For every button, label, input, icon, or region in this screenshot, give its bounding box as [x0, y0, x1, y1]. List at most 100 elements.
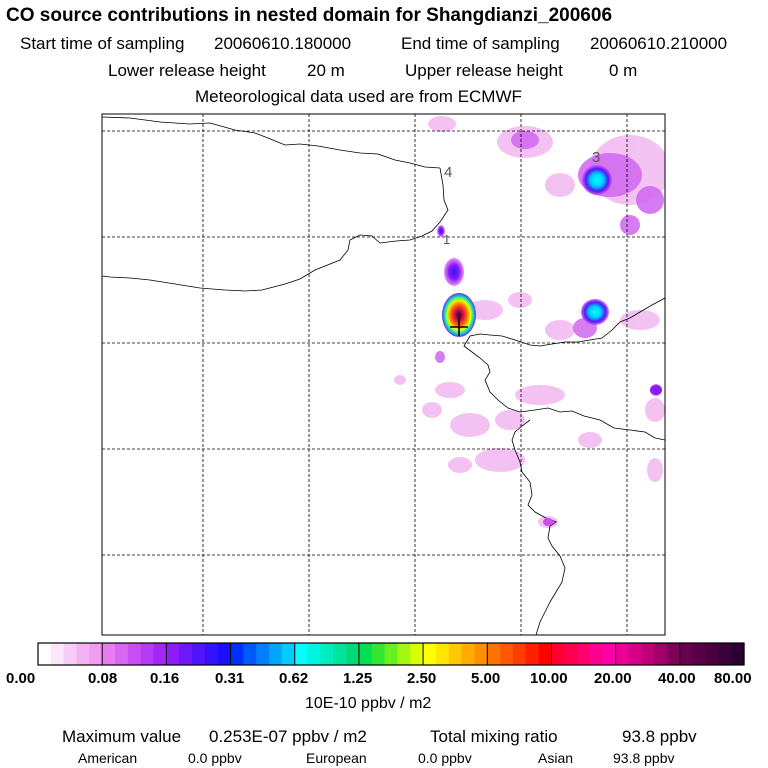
colorbar-cell-5-0 — [358, 643, 373, 665]
colorbar-cell-7-4 — [538, 643, 553, 665]
colorbar-cell-1-3 — [140, 643, 155, 665]
colorbar-cell-10-3 — [718, 643, 732, 665]
colorbar-cell-3-0 — [230, 643, 244, 665]
colorbar-cell-3-3 — [269, 643, 283, 665]
colorbar-cell-4-2 — [320, 643, 334, 665]
colorbar-cell-5-3 — [397, 643, 411, 665]
medium-plume — [435, 131, 664, 396]
coastlines — [102, 116, 665, 635]
northeast-hotspot — [582, 165, 612, 195]
american-value: 0.0 ppbv — [188, 750, 242, 766]
cb-tick-6: 2.50 — [407, 670, 437, 687]
colorbar-cell-9-2 — [641, 643, 655, 665]
colorbar-cell-8-0 — [551, 643, 565, 665]
colorbar-unit-label: 10E-10 ppbv / m2 — [305, 695, 432, 712]
east-hotspot — [581, 299, 609, 325]
cb-tick-1: 0.08 — [88, 670, 118, 687]
colorbar-cell-9-1 — [628, 643, 642, 665]
map-label-3: 3 — [592, 149, 600, 166]
cb-tick-5: 1.25 — [343, 670, 373, 687]
colorbar-cell-5-4 — [410, 643, 424, 665]
colorbar-cell-4-3 — [333, 643, 347, 665]
colorbar-cell-2-4 — [217, 643, 232, 665]
total-mixing-label: Total mixing ratio — [430, 727, 558, 746]
colorbar-cell-7-0 — [487, 643, 501, 665]
colorbar-cell-10-1 — [692, 643, 707, 665]
cb-tick-4: 0.62 — [279, 670, 309, 687]
cb-tick-10: 40.00 — [658, 670, 696, 687]
colorbar-cell-10-2 — [705, 643, 719, 665]
colorbar-cell-6-0 — [423, 643, 437, 665]
colorbar-cell-8-2 — [577, 643, 591, 665]
total-mixing-value: 93.8 ppbv — [622, 727, 697, 746]
colorbar-cell-3-4 — [281, 643, 296, 665]
colorbar-cell-2-0 — [166, 643, 180, 665]
chart-title: CO source contributions in nested domain… — [6, 5, 613, 26]
plot-frame — [101, 113, 666, 636]
colorbar-cell-8-1 — [564, 643, 578, 665]
colorbar-cell-9-0 — [615, 643, 630, 665]
hotspots — [437, 165, 662, 526]
colorbar-cell-9-4 — [666, 643, 681, 665]
colorbar-cell-1-4 — [153, 643, 167, 665]
cb-tick-2: 0.16 — [150, 670, 180, 687]
colorbar-cell-0-4 — [89, 643, 103, 665]
colorbar-cell-0-1 — [50, 643, 65, 665]
european-label: European — [306, 750, 367, 766]
concentration-field — [394, 116, 665, 528]
lower-height-label: Lower release height — [108, 61, 266, 80]
peak-hotspot — [442, 293, 476, 337]
cb-tick-8: 10.00 — [530, 670, 568, 687]
cb-tick-0: 0.00 — [6, 670, 36, 687]
asian-label: Asian — [538, 750, 574, 766]
colorbar-cell-6-3 — [461, 643, 476, 665]
colorbar-cell-2-3 — [204, 643, 219, 665]
colorbar-cell-6-1 — [435, 643, 450, 665]
map-label-1: 1 — [443, 232, 450, 247]
edge-blob — [650, 385, 662, 395]
country-border — [102, 167, 449, 292]
colorbar-cell-9-3 — [654, 643, 668, 665]
cb-tick-3: 0.31 — [215, 670, 245, 687]
colorbar-cell-0-2 — [63, 643, 78, 665]
colorbar-cell-8-4 — [602, 643, 617, 665]
receptor-marker — [450, 318, 468, 336]
colorbar-cell-4-1 — [307, 643, 321, 665]
colorbar-cell-1-0 — [102, 643, 116, 665]
max-value-label: Maximum value — [62, 727, 182, 746]
colorbar-cell-6-2 — [448, 643, 463, 665]
small-blob-south — [543, 518, 553, 526]
start-time-value: 20060610.180000 — [214, 34, 352, 53]
colorbar-cell-4-4 — [346, 643, 360, 665]
max-value: 0.253E-07 ppbv / m2 — [209, 727, 367, 746]
colorbar-cell-4-0 — [294, 643, 309, 665]
start-time-label: Start time of sampling — [20, 34, 185, 53]
colorbar-cell-5-2 — [384, 643, 399, 665]
colorbar-cell-6-4 — [474, 643, 488, 665]
colorbar-cell-8-3 — [589, 643, 604, 665]
colorbar-cell-2-2 — [192, 643, 206, 665]
colorbar-frame — [37, 642, 745, 666]
cb-tick-11: 80.00 — [714, 670, 752, 687]
met-data-line: Meteorological data used are from ECMWF — [195, 87, 522, 106]
colorbar-cell-7-3 — [525, 643, 540, 665]
colorbar-cell-7-2 — [512, 643, 527, 665]
colorbar-cell-10-0 — [679, 643, 694, 665]
small-blob — [437, 225, 445, 237]
map-grid — [102, 114, 665, 635]
colorbar-cell-7-1 — [500, 643, 514, 665]
northern-border — [102, 116, 441, 169]
lower-height-value: 20 m — [307, 61, 345, 80]
north-blob — [444, 258, 464, 286]
colorbar-cell-5-1 — [371, 643, 386, 665]
colorbar — [38, 643, 745, 665]
coastline-south — [511, 419, 566, 635]
colorbar-cell-1-1 — [115, 643, 129, 665]
coastline-east — [463, 297, 665, 441]
cb-tick-9: 20.00 — [594, 670, 632, 687]
upper-height-value: 0 m — [609, 61, 638, 80]
colorbar-cell-10-4 — [731, 643, 745, 665]
asian-value: 93.8 ppbv — [613, 750, 675, 766]
colorbar-cell-1-2 — [127, 643, 142, 665]
